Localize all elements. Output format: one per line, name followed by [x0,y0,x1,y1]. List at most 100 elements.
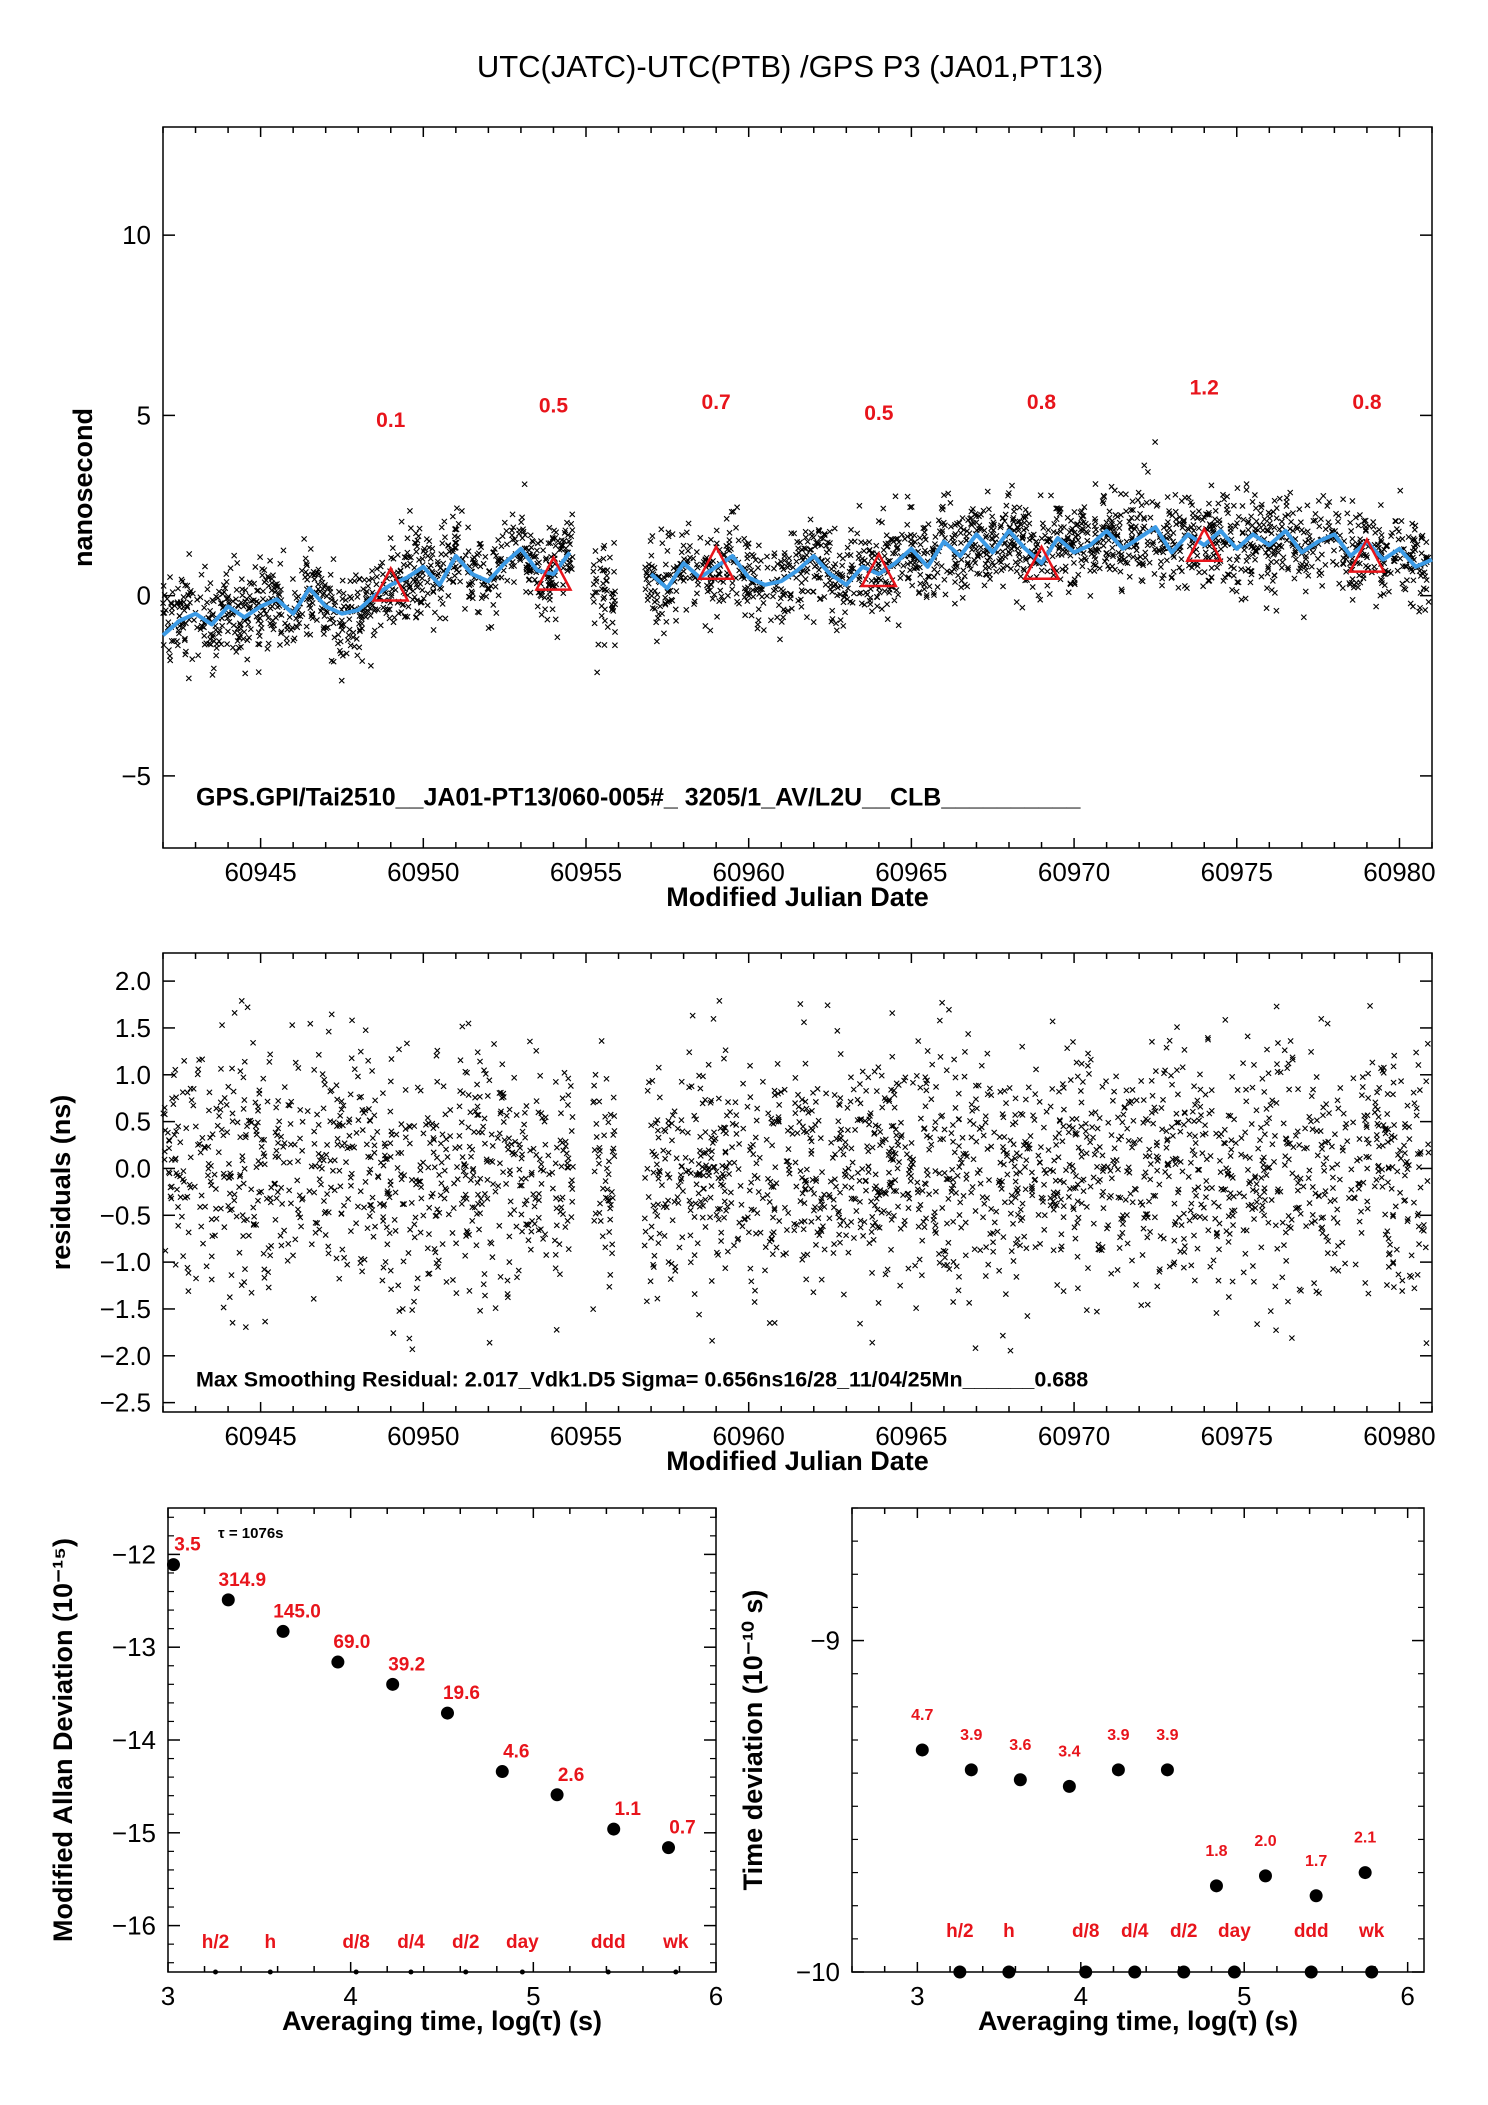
residual-point [456,1132,463,1139]
timeseries-point [1185,494,1192,501]
timeseries-point [770,565,777,572]
timeseries-point [186,551,193,558]
residual-point [1208,1087,1215,1094]
timeseries-point [451,533,458,540]
residual-point [1122,1196,1129,1203]
timeseries-point [1166,525,1173,532]
residual-point [345,1196,352,1203]
residual-point [710,1015,717,1022]
residual-point [1230,1222,1237,1229]
timeseries-point [215,588,222,595]
timeseries-point [707,627,714,634]
timeseries-point [1302,588,1309,595]
timeseries-point [999,548,1006,555]
residual-point [286,1159,293,1166]
timeseries-point [1397,487,1404,494]
residual-point [985,1261,992,1268]
residual-point [1064,1045,1071,1052]
residual-point [519,1228,526,1235]
timeseries-point [503,527,510,534]
residual-point [1242,1129,1249,1136]
timeseries-point [1378,580,1385,587]
marker-label: 0.5 [539,395,569,418]
residual-point [456,1103,463,1110]
residual-point [981,1200,988,1207]
residual-point [1191,1118,1198,1125]
residual-point [726,1171,733,1178]
residual-point [678,1117,685,1124]
residual-point [907,1178,914,1185]
timeseries-point [810,588,817,595]
residual-point [438,1180,445,1187]
residual-point [1404,1102,1411,1109]
timeseries-point [1425,598,1432,605]
residual-point [1340,1110,1347,1117]
timeseries-point [1117,512,1124,519]
residual-point [392,1227,399,1234]
residual-point [1404,1166,1411,1173]
residual-point [1133,1281,1140,1288]
residual-point [796,1118,803,1125]
timeseries-point [1159,575,1166,582]
residual-point [1171,1200,1178,1207]
timeseries-point [1333,510,1340,517]
residual-point [1272,1283,1279,1290]
residual-point [1414,1271,1421,1278]
residual-point [755,1189,762,1195]
residual-point [229,1319,236,1326]
timeseries-point [724,592,731,599]
residual-point [969,1107,976,1114]
residual-point [878,1072,885,1079]
residual-point [465,1124,472,1131]
residual-point [769,1251,776,1258]
timeseries-point [219,622,226,629]
timeseries-point [265,582,272,589]
residual-point [1162,1168,1169,1175]
residual-point [591,1168,598,1175]
timeseries-point [769,593,776,600]
timeseries-point [1172,516,1179,523]
timeseries-point [246,579,253,586]
residual-point [354,1073,361,1080]
residual-point [187,1085,194,1092]
timeseries-point [781,553,788,560]
timeseries-point [1377,502,1384,508]
timeseries-point [1251,492,1258,499]
timeseries-point [540,547,547,554]
residual-point [1369,1059,1376,1066]
timeseries-point [709,595,716,602]
timeseries-point [434,558,441,565]
timeseries-point [593,589,600,596]
timeseries-point [569,527,576,534]
timeseries-point [482,553,489,560]
residual-point [725,1099,732,1106]
residual-point [1144,1234,1151,1241]
timeseries-point [1133,547,1140,554]
timeseries-point [1160,572,1167,579]
timeseries-point [1372,529,1379,536]
residual-point [1271,1158,1278,1165]
residual-point [1401,1142,1408,1149]
residual-point [824,1002,831,1009]
timeseries-point [1326,523,1333,530]
timeseries-point [1141,462,1148,469]
timeseries-point [1285,511,1292,518]
timeseries-point [651,598,658,605]
timeseries-point [1221,496,1228,503]
timeseries-point [802,534,809,541]
residual-point [1180,1264,1187,1271]
timeseries-point [861,557,868,564]
residual-point [382,1258,389,1265]
timeseries-point [1044,568,1051,575]
residual-point [831,1241,838,1248]
timeseries-point [1105,537,1112,544]
residual-point [1269,1141,1276,1148]
residual-point [449,1276,456,1283]
residuals-y-tick-label: −2.0 [100,1341,151,1371]
residual-point [1265,1219,1272,1226]
residual-point [1264,1046,1270,1053]
residual-point [797,1168,804,1175]
residual-point [609,1250,616,1257]
residual-point [1190,1212,1197,1219]
residual-point [506,1233,513,1240]
